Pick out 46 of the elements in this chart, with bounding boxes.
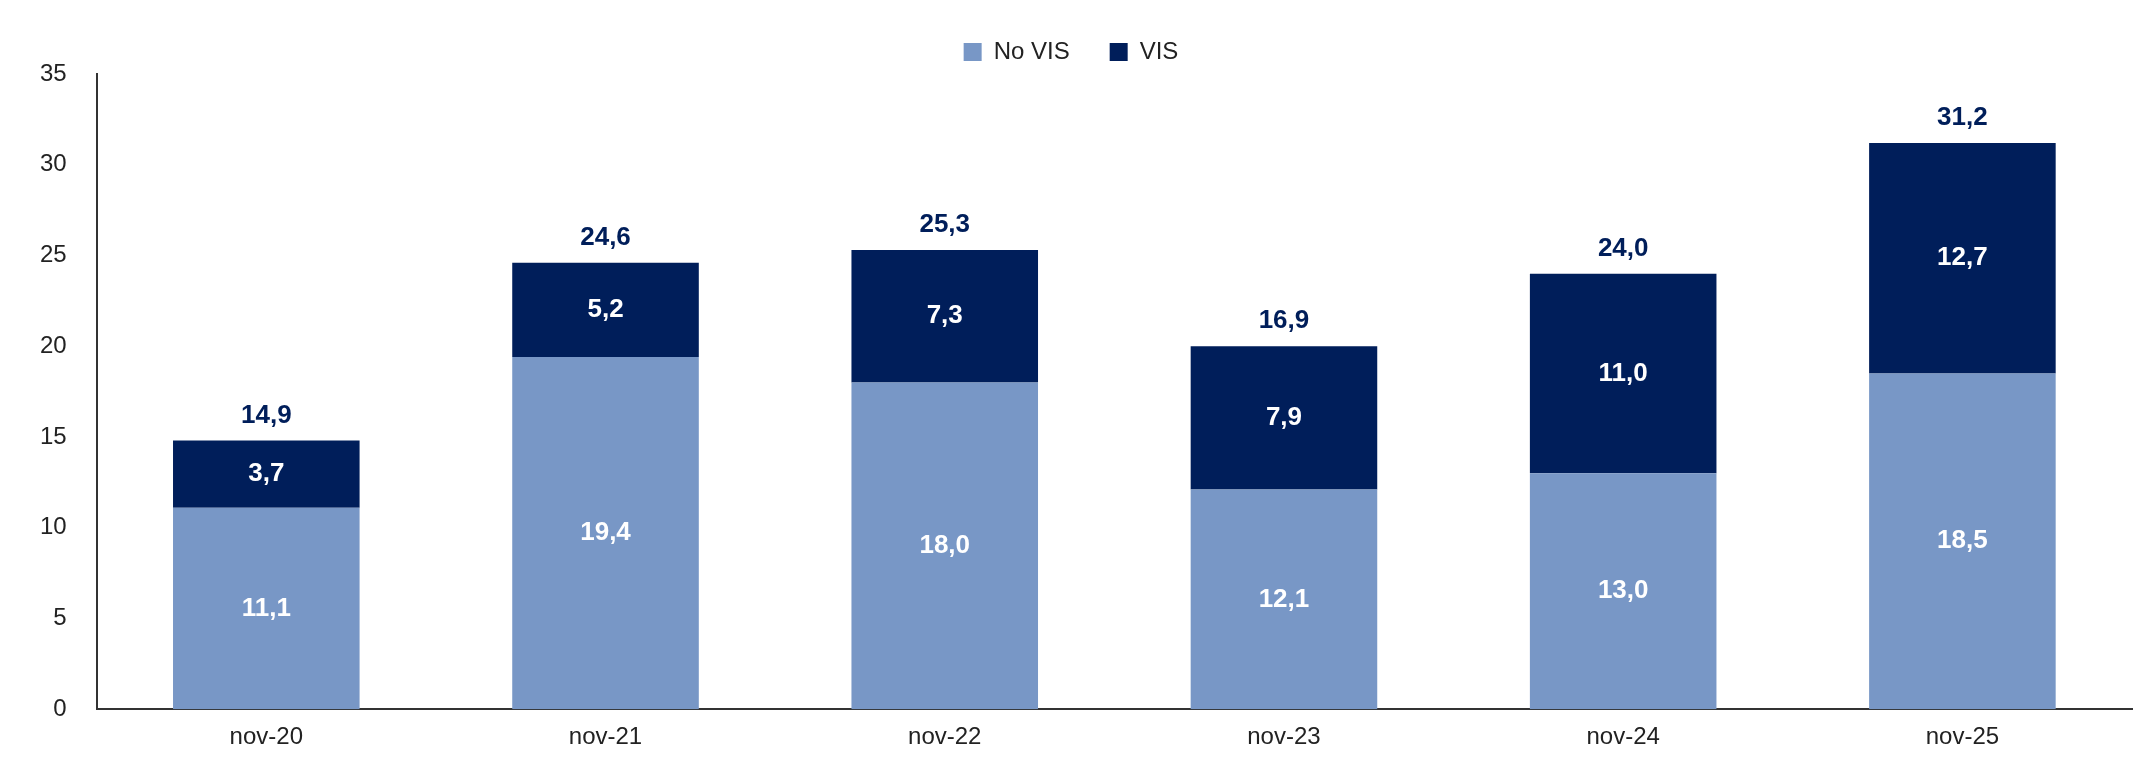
x-tick-label: nov-24 [1586,722,1660,750]
bar [1869,142,2056,374]
bar [1529,273,1717,474]
data-label: 11,0 [1598,356,1648,387]
legend-label: No VIS [993,36,1070,64]
bar [1869,373,2056,710]
x-tick-label: nov-22 [908,722,982,750]
bar [512,357,699,710]
data-label: 13,0 [1597,574,1649,605]
data-label: 12,7 [1937,241,1988,272]
data-label: 11,1 [241,591,291,622]
data-label: 18,0 [919,529,971,560]
bar [173,440,360,508]
bar [851,382,1039,710]
data-label: 3,7 [248,457,285,488]
y-tick-label: 0 [53,693,67,721]
x-tick-label: nov-25 [1925,722,2000,750]
data-label: 18,5 [1937,524,1988,555]
y-tick-label: 10 [39,512,67,540]
bar [1529,473,1717,710]
data-label: 19,4 [580,516,632,547]
y-tick-label: 15 [39,421,67,449]
bar [512,262,699,358]
total-label: 24,6 [580,220,631,251]
x-tick-label: nov-21 [568,722,643,750]
y-tick-label: 30 [39,149,67,177]
total-label: 14,9 [241,398,292,429]
bar [173,507,360,710]
total-label: 25,3 [919,208,971,239]
annotation: 16,9 [1258,304,1310,335]
y-tick-label: 35 [39,58,67,86]
bar [1190,346,1378,490]
x-tick-label: nov-20 [229,722,303,750]
data-label: 5,2 [587,293,624,324]
total-label: 24,0 [1597,231,1649,262]
data-label: 12,1 [1258,582,1310,613]
x-tick-label: nov-23 [1247,722,1321,750]
y-tick-label: 20 [39,330,67,358]
y-tick-label: 5 [53,603,67,631]
legend-label: VIS [1139,36,1179,64]
data-label: 7,9 [1265,401,1303,432]
y-tick-label: 25 [39,240,67,268]
bar [1190,489,1378,710]
data-label: 7,3 [926,299,963,330]
total-label: 31,2 [1937,101,1988,132]
bar [851,250,1039,383]
